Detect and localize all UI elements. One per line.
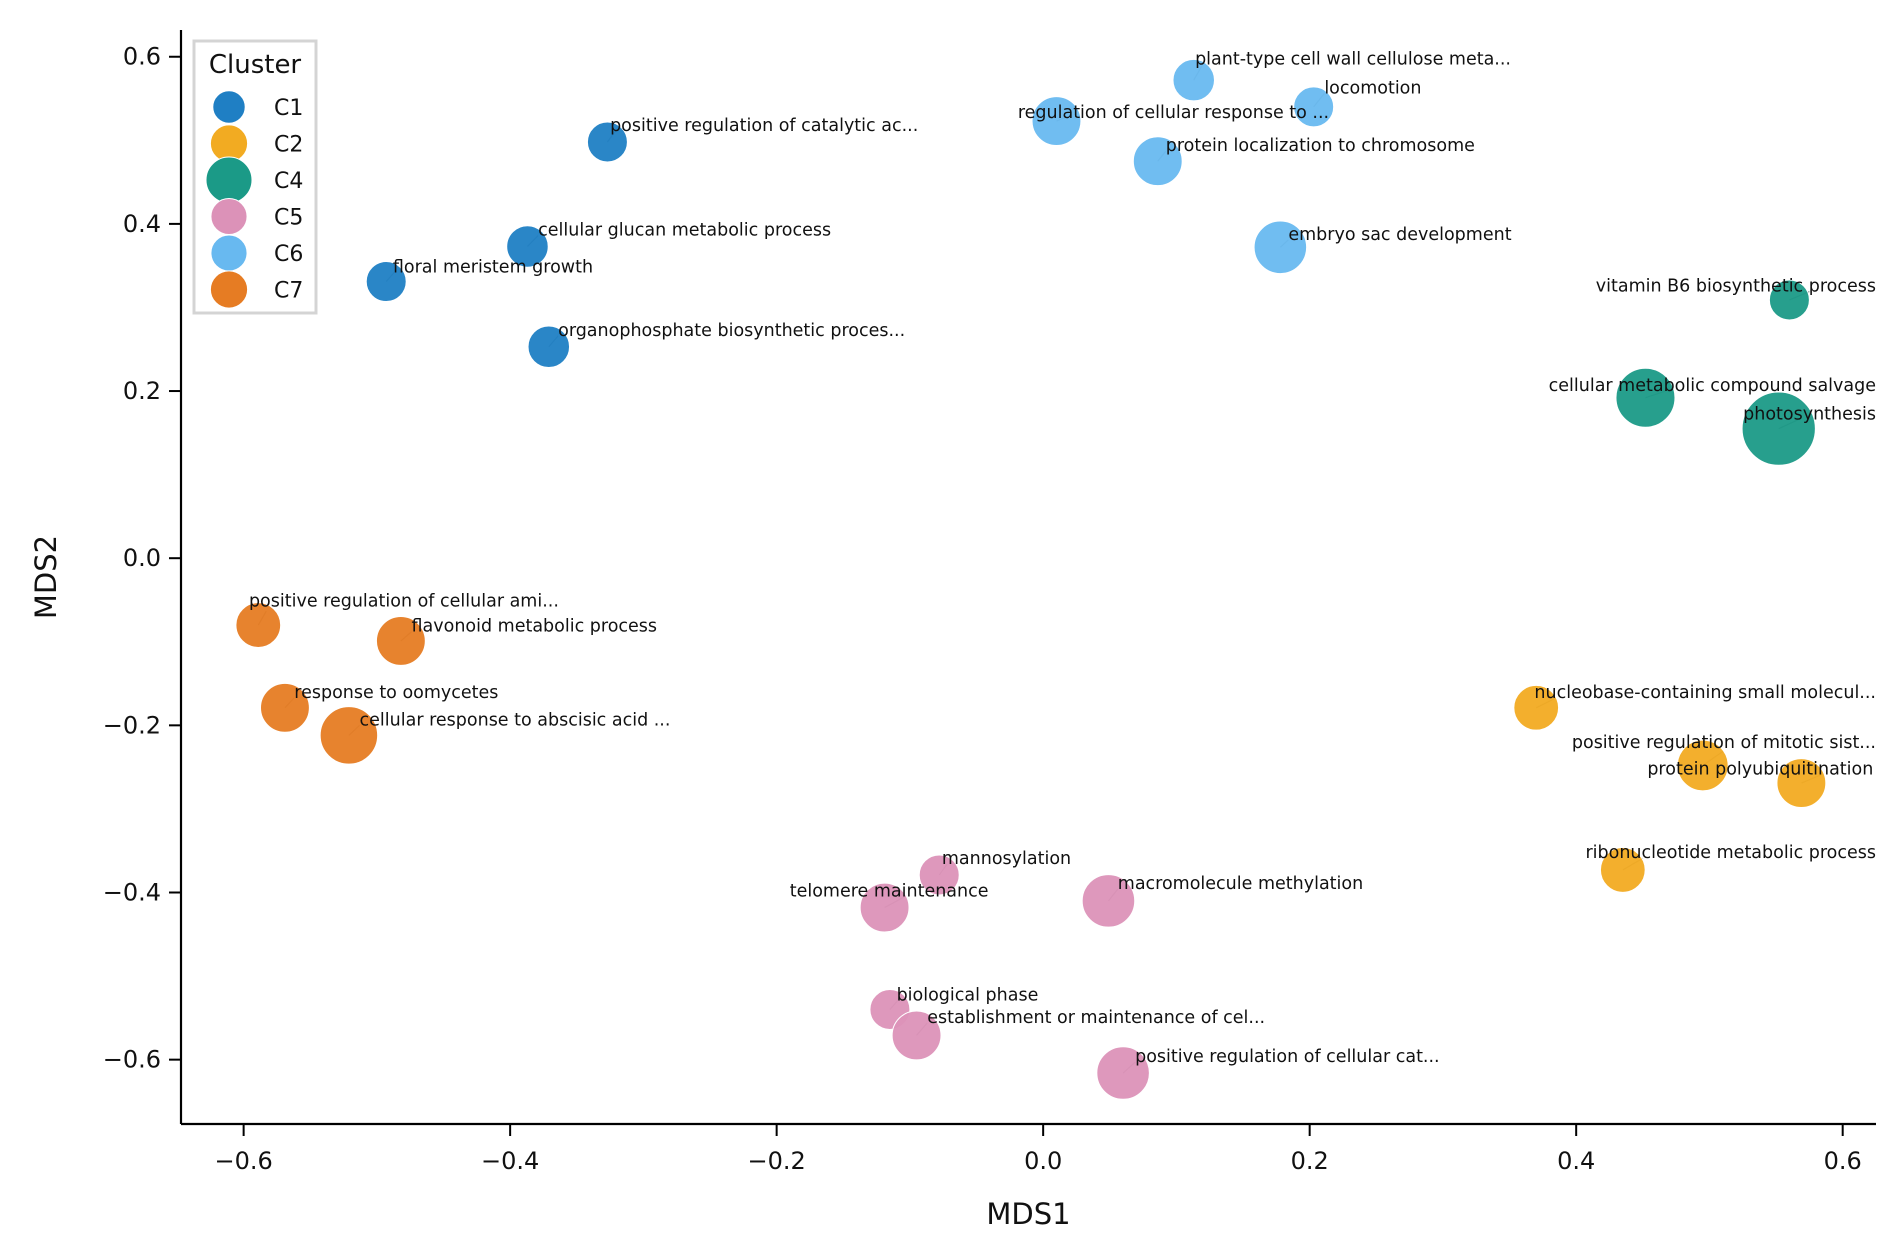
- point-label: nucleobase-containing small molecul...: [1534, 683, 1876, 703]
- point-label: mannosylation: [942, 849, 1071, 869]
- point-label: positive regulation of cellular cat...: [1135, 1047, 1440, 1067]
- data-point-c6: [1132, 136, 1183, 187]
- point-label: positive regulation of cellular ami...: [249, 592, 559, 612]
- data-point-c2: [1599, 847, 1646, 893]
- data-point-c5: [918, 854, 960, 896]
- point-label: embryo sac development: [1288, 225, 1511, 245]
- y-axis-ticks: 0.6 0.4 0.2 0.0 −0.2 −0.4 −0.6: [103, 43, 181, 1074]
- legend-marker-c6: [210, 234, 248, 272]
- legend-label: C2: [274, 133, 303, 158]
- legend-marker-c7: [209, 270, 249, 309]
- y-tick-label: 0.6: [123, 43, 161, 71]
- point-label: protein localization to chromosome: [1166, 136, 1475, 156]
- data-point-c1: [586, 121, 628, 163]
- legend-label: C7: [274, 279, 303, 304]
- legend-label: C5: [274, 206, 303, 231]
- y-tick-label: −0.2: [103, 711, 161, 739]
- point-label: cellular response to abscisic acid ...: [360, 710, 671, 730]
- y-axis-label: MDS2: [29, 535, 63, 619]
- point-label: organophosphate biosynthetic proces...: [558, 321, 905, 341]
- data-point-c6: [1172, 58, 1215, 102]
- legend-label: C6: [274, 242, 303, 267]
- point-label: telomere maintenance: [790, 882, 989, 902]
- point-label: vitamin B6 biosynthetic process: [1596, 277, 1876, 297]
- data-points: [235, 58, 1827, 1100]
- point-label: locomotion: [1324, 79, 1421, 99]
- legend-label: C1: [274, 96, 303, 121]
- point-label: regulation of cellular response to ...: [1018, 103, 1329, 123]
- x-tick-label: 0.0: [1024, 1147, 1062, 1175]
- point-label: establishment or maintenance of cel...: [927, 1008, 1265, 1028]
- x-tick-label: 0.6: [1824, 1147, 1862, 1175]
- data-point-c1: [527, 325, 571, 369]
- legend-marker-c4: [205, 156, 253, 204]
- data-point-c4: [1741, 391, 1816, 466]
- point-label: flavonoid metabolic process: [412, 617, 658, 637]
- point-label: cellular glucan metabolic process: [538, 221, 831, 241]
- x-axis-label: MDS1: [986, 1197, 1070, 1231]
- point-label: plant-type cell wall cellulose meta...: [1195, 49, 1511, 69]
- point-label: macromolecule methylation: [1118, 874, 1363, 894]
- data-point-c7: [375, 615, 426, 666]
- data-point-c4: [1615, 367, 1676, 428]
- point-label: protein polyubiquitination: [1647, 760, 1873, 780]
- x-tick-label: 0.4: [1557, 1147, 1595, 1175]
- point-label: response to oomycetes: [294, 683, 498, 703]
- legend-entries: C1 C2 C4 C5 C6 C7: [205, 90, 303, 309]
- point-label: ribonucleotide metabolic process: [1585, 843, 1876, 863]
- data-point-c7: [235, 602, 282, 648]
- data-point-c2: [1776, 758, 1827, 808]
- legend-title: Cluster: [209, 50, 302, 80]
- data-point-c6: [1031, 96, 1082, 147]
- data-point-c6: [1253, 220, 1308, 275]
- data-point-c1: [365, 261, 407, 303]
- data-point-c5: [1096, 1046, 1150, 1100]
- data-point-c5: [1081, 874, 1136, 928]
- data-point-c7: [319, 706, 379, 765]
- data-point-c5: [859, 882, 910, 933]
- legend-marker-c1: [212, 90, 246, 124]
- x-tick-label: −0.2: [748, 1147, 806, 1175]
- x-tick-label: 0.2: [1291, 1147, 1329, 1175]
- data-point-c2: [1513, 684, 1560, 731]
- legend-marker-c5: [210, 197, 248, 236]
- legend: Cluster C1 C2 C4 C5 C6 C7: [192, 39, 318, 315]
- axes: −0.6 −0.4 −0.2 0.0 0.2 0.4 0.6 0.60.40.20.0−0.…: [29, 30, 1876, 1231]
- y-tick-label: −0.6: [103, 1046, 161, 1074]
- point-label: positive regulation of catalytic ac...: [610, 116, 918, 136]
- data-point-c6: [1293, 86, 1335, 128]
- x-tick-label: −0.4: [481, 1147, 539, 1175]
- plot-area: positive regulation of catalytic ac... ce…: [235, 49, 1876, 1100]
- y-tick-label: 0.0: [123, 544, 161, 572]
- data-point-c4: [1768, 279, 1810, 321]
- point-label: biological phase: [897, 985, 1039, 1005]
- point-label: photosynthesis: [1743, 404, 1876, 424]
- data-point-c1: [506, 225, 549, 268]
- x-axis-ticks: −0.6 −0.4 −0.2 0.0 0.2 0.4 0.6: [214, 1124, 1862, 1175]
- data-point-c5: [891, 1010, 942, 1061]
- leader-lines: [257, 65, 1822, 1074]
- point-labels: positive regulation of catalytic ac... ce…: [249, 49, 1876, 1067]
- y-tick-label: −0.4: [103, 878, 161, 906]
- legend-label: C4: [274, 169, 303, 194]
- point-label: floral meristem growth: [393, 257, 593, 277]
- point-label: cellular metabolic compound salvage: [1549, 376, 1876, 396]
- y-tick-label: 0.2: [123, 377, 161, 405]
- y-tick-label: 0.4: [123, 210, 161, 238]
- x-tick-label: −0.6: [214, 1147, 272, 1175]
- point-label: positive regulation of mitotic sist...: [1572, 733, 1876, 753]
- data-point-c7: [259, 682, 310, 733]
- data-point-c2: [1676, 739, 1729, 792]
